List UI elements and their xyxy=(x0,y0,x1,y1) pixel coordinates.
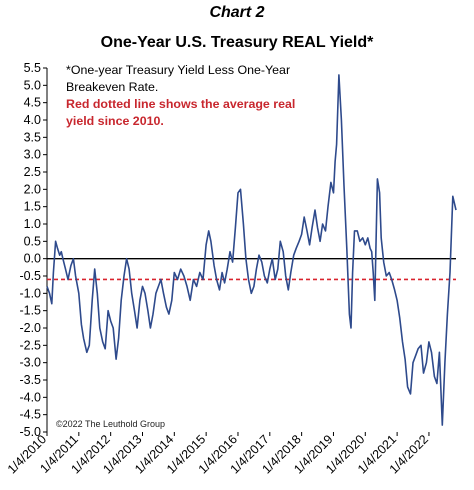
y-tick-label: 4.0 xyxy=(24,113,41,127)
annotation-line-4: yield since 2010. xyxy=(66,114,164,128)
y-tick-label: 1.0 xyxy=(24,217,41,231)
real-yield-line xyxy=(46,74,457,426)
copyright-credit: ©2022 The Leuthold Group xyxy=(56,419,166,429)
annotation-line-2: Breakeven Rate. xyxy=(66,80,159,94)
chart-annotation: *One-year Treasury Yield Less One-Year B… xyxy=(66,62,351,130)
y-tick-label: -2.0 xyxy=(19,321,41,335)
y-tick-label: 5.0 xyxy=(24,78,41,92)
y-tick-label: 5.5 xyxy=(24,61,41,75)
plot-area xyxy=(46,74,457,426)
y-tick-label: -1.0 xyxy=(19,286,41,300)
y-tick-label: 0.5 xyxy=(24,234,41,248)
annotation-line-1: *One-year Treasury Yield Less One-Year xyxy=(66,63,291,77)
y-tick-label: -3.0 xyxy=(19,356,41,370)
y-tick-label: -4.0 xyxy=(19,390,41,404)
y-tick-label: -0.5 xyxy=(19,269,41,283)
annotation-line-3: Red dotted line shows the average real xyxy=(66,97,296,111)
y-tick-label: -5.0 xyxy=(19,425,41,439)
x-axis: 1/4/20101/4/20111/4/20121/4/20131/4/2014… xyxy=(5,432,431,477)
y-axis: 5.5 5.0 4.5 4.0 3.5 3.0 2.5 2.0 1.5 1.0 0.5 0.0 -0.5… xyxy=(19,61,48,439)
y-tick-label: 3.5 xyxy=(24,130,41,144)
y-tick-label: 0.0 xyxy=(24,252,41,266)
y-tick-label: 2.0 xyxy=(24,182,41,196)
y-tick-label: -3.5 xyxy=(19,373,41,387)
chart-number-label: Chart 2 xyxy=(209,4,265,21)
y-tick-label: 4.5 xyxy=(24,96,41,110)
y-tick-label: -1.5 xyxy=(19,304,41,318)
y-tick-label: 1.5 xyxy=(24,200,41,214)
chart-title: One-Year U.S. Treasury REAL Yield* xyxy=(100,34,374,51)
y-tick-label: -2.5 xyxy=(19,338,41,352)
y-tick-label: 2.5 xyxy=(24,165,41,179)
y-tick-label: -4.5 xyxy=(19,408,41,422)
y-tick-label: 3.0 xyxy=(24,148,41,162)
